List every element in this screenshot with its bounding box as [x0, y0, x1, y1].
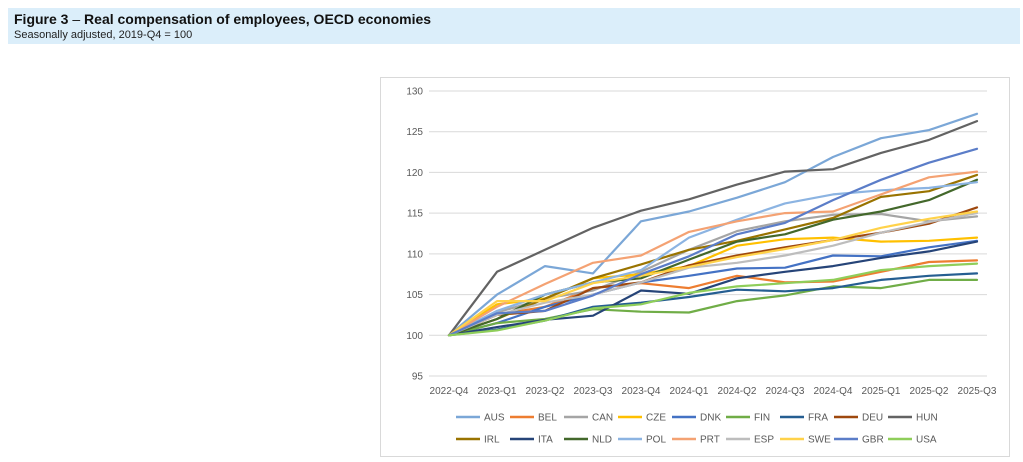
legend-item-bel: BEL: [510, 413, 557, 424]
legend-label: DEU: [862, 413, 883, 424]
x-tick-label: 2025-Q1: [862, 386, 901, 397]
x-tick-label: 2023-Q2: [526, 386, 565, 397]
series-line-can: [447, 212, 979, 337]
legend-item-swe: SWE: [780, 435, 831, 446]
legend-label: NLD: [592, 435, 612, 446]
legend-label: ESP: [754, 435, 774, 446]
legend-item-ita: ITA: [510, 435, 553, 446]
series-lines: [447, 112, 979, 337]
legend-item-nld: NLD: [564, 435, 612, 446]
legend-label: AUS: [484, 413, 505, 424]
legend-item-pol: POL: [618, 435, 666, 446]
title-separator: –: [68, 11, 85, 27]
legend-label: PRT: [700, 435, 720, 446]
legend-item-hun: HUN: [888, 413, 938, 424]
series-line-ita: [447, 240, 979, 337]
legend-label: FRA: [808, 413, 828, 424]
x-tick-label: 2024-Q3: [766, 386, 805, 397]
x-tick-label: 2025-Q2: [910, 386, 949, 397]
figure-title: Figure 3 – Real compensation of employee…: [14, 10, 1014, 28]
legend-label: IRL: [484, 435, 500, 446]
y-tick-label: 120: [406, 168, 423, 179]
chart-container: 95 100 105 110 115 120 125 130 2022-Q4 2023-Q1 20…: [380, 77, 1010, 457]
legend-label: CAN: [592, 413, 613, 424]
legend-label: GBR: [862, 435, 884, 446]
y-tick-label: 105: [406, 290, 423, 301]
x-tick-label: 2023-Q3: [574, 386, 613, 397]
legend-item-can: CAN: [564, 413, 613, 424]
legend-item-fra: FRA: [780, 413, 828, 424]
legend-item-prt: PRT: [672, 435, 720, 446]
legend-item-usa: USA: [888, 435, 937, 446]
series-line-fin: [447, 278, 979, 337]
series-line-aus: [447, 112, 979, 337]
x-tick-label: 2024-Q4: [814, 386, 853, 397]
legend-item-irl: IRL: [456, 435, 500, 446]
legend-label: POL: [646, 435, 666, 446]
y-axis-ticks: 95 100 105 110 115 120 125 130: [406, 87, 423, 383]
figure-number: Figure 3: [14, 11, 69, 27]
x-tick-label: 2024-Q2: [718, 386, 757, 397]
y-tick-label: 110: [407, 249, 423, 260]
x-tick-label: 2024-Q1: [670, 386, 709, 397]
series-line-esp: [447, 212, 979, 337]
x-tick-label: 2023-Q1: [478, 386, 517, 397]
y-tick-label: 95: [412, 372, 424, 383]
series-line-dnk: [447, 239, 979, 337]
series-line-gbr: [447, 147, 979, 337]
legend-item-deu: DEU: [834, 413, 883, 424]
legend: AUS BEL CAN CZE DNK FIN FRA DEU HUN IRL ITA NLD POL P…: [456, 413, 938, 446]
legend-label: DNK: [700, 413, 721, 424]
series-line-hun: [447, 119, 979, 337]
series-line-nld: [447, 178, 979, 337]
legend-label: FIN: [754, 413, 770, 424]
legend-item-dnk: DNK: [672, 413, 721, 424]
y-tick-label: 115: [407, 209, 423, 220]
legend-label: BEL: [538, 413, 557, 424]
figure-title-text: Real compensation of employees, OECD eco…: [84, 11, 432, 27]
legend-item-gbr: GBR: [834, 435, 884, 446]
legend-label: ITA: [538, 435, 553, 446]
y-tick-label: 100: [406, 331, 423, 342]
x-axis-ticks: 2022-Q4 2023-Q1 2023-Q2 2023-Q3 2023-Q4 2024-…: [430, 386, 997, 397]
figure-subtitle: Seasonally adjusted, 2019-Q4 = 100: [14, 29, 193, 41]
figure-header: Figure 3 – Real compensation of employee…: [8, 8, 1020, 44]
legend-item-aus: AUS: [456, 413, 505, 424]
series-line-prt: [447, 170, 979, 337]
legend-item-cze: CZE: [618, 413, 666, 424]
series-line-pol: [447, 181, 979, 337]
x-tick-label: 2022-Q4: [430, 386, 469, 397]
y-tick-label: 125: [406, 127, 423, 138]
series-line-usa: [447, 262, 979, 337]
series-line-swe: [447, 210, 979, 337]
legend-item-fin: FIN: [726, 413, 770, 424]
legend-label: SWE: [808, 435, 831, 446]
y-tick-label: 130: [406, 87, 423, 98]
legend-label: CZE: [646, 413, 666, 424]
x-tick-label: 2025-Q3: [958, 386, 997, 397]
legend-label: HUN: [916, 413, 938, 424]
legend-label: USA: [916, 435, 937, 446]
legend-item-esp: ESP: [726, 435, 774, 446]
x-tick-label: 2023-Q4: [622, 386, 661, 397]
